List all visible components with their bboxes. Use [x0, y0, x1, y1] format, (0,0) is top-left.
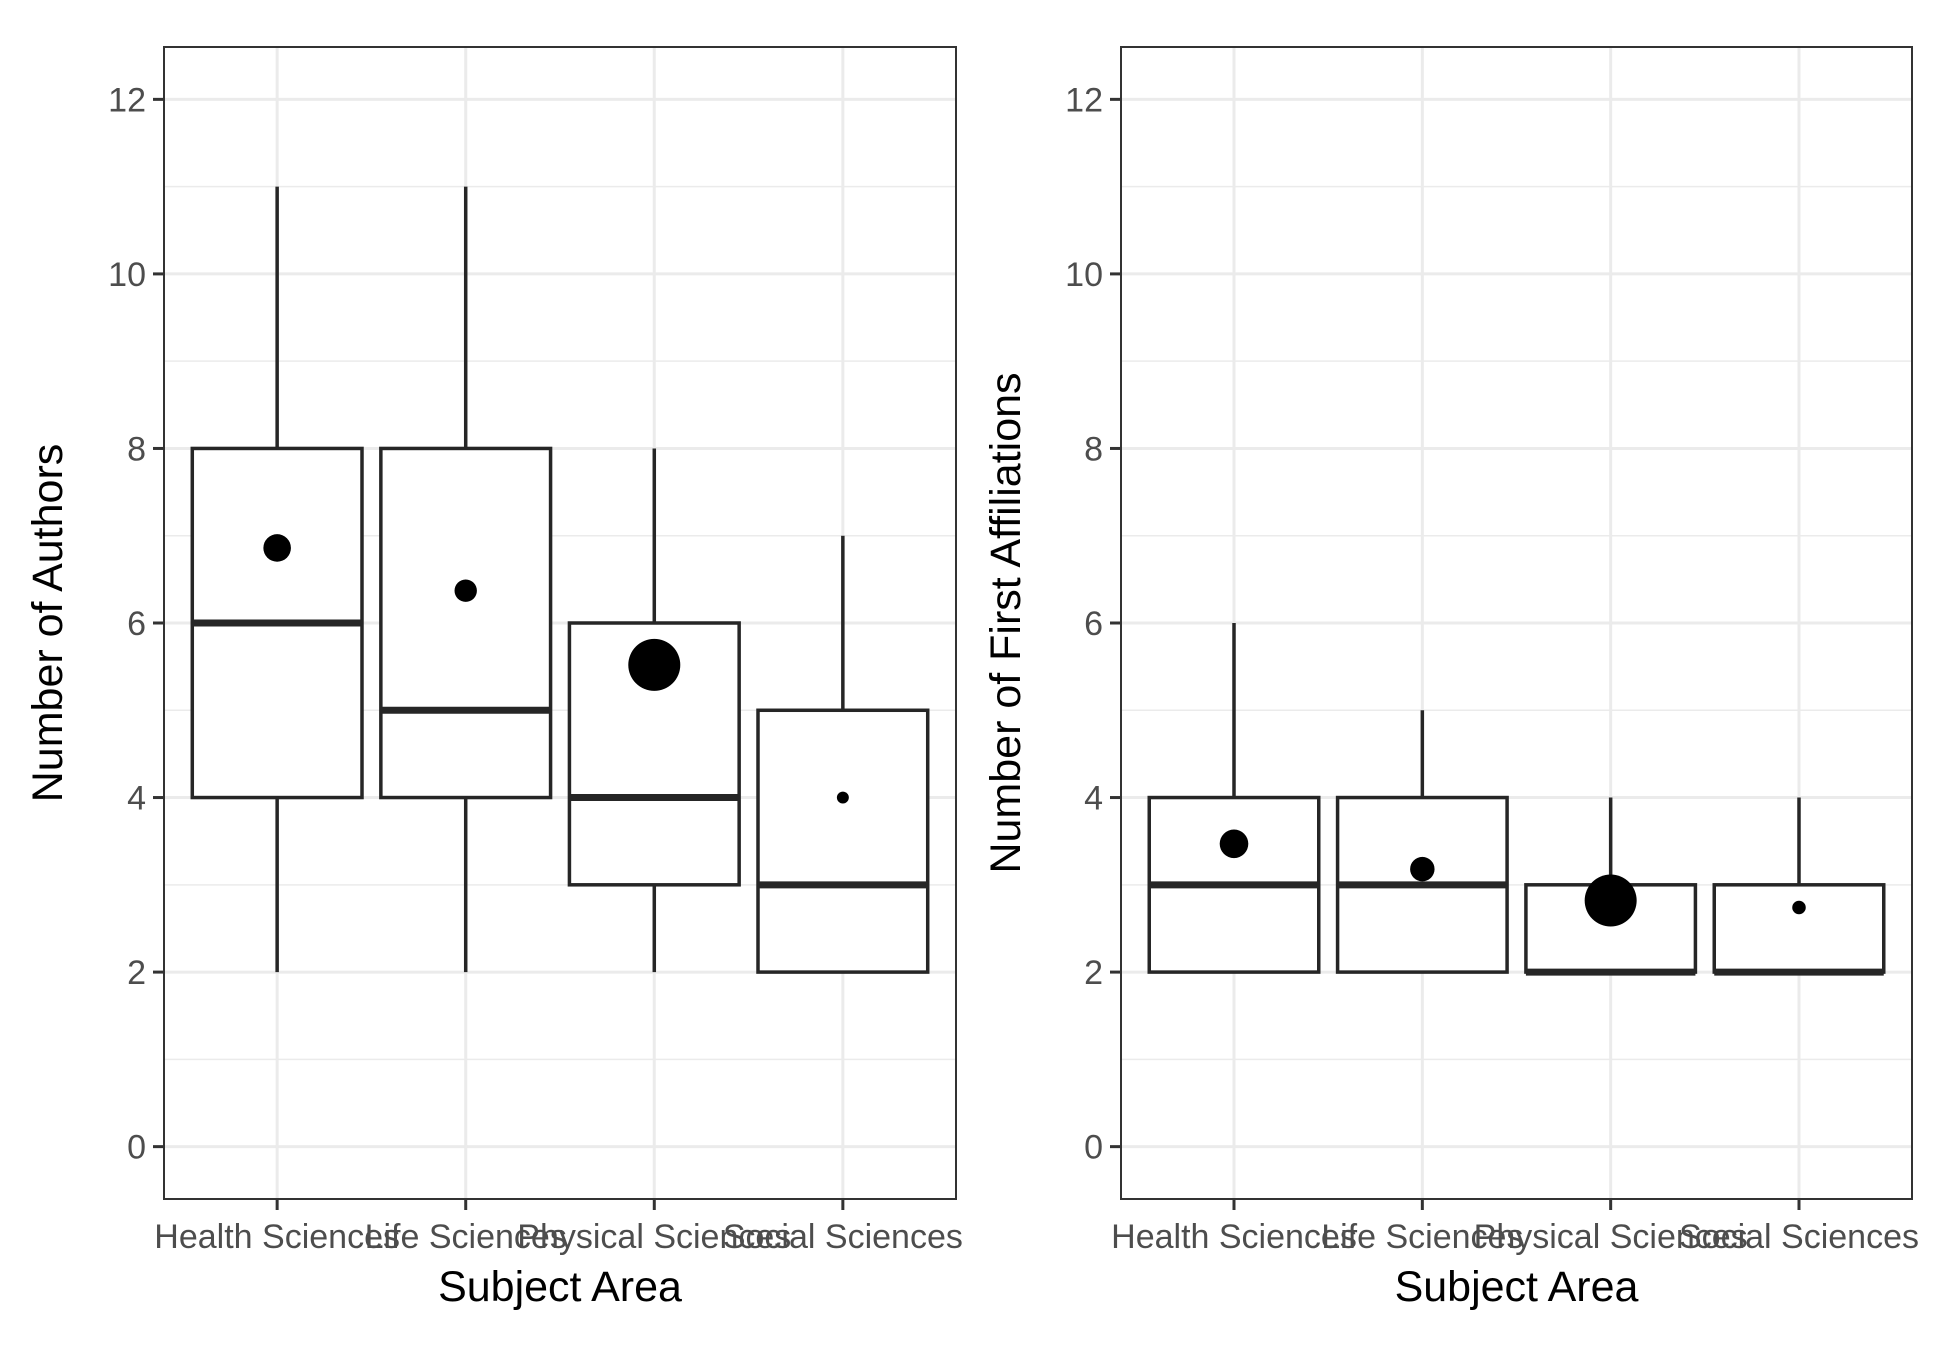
mean-point	[1584, 874, 1637, 927]
y-tick-label: 6	[127, 605, 146, 643]
y-tick-label: 8	[127, 430, 146, 468]
x-tick-label: Social Sciences	[723, 1218, 963, 1256]
mean-point	[1410, 856, 1435, 882]
y-tick-label: 0	[1084, 1129, 1103, 1167]
y-tick-label: 10	[1065, 256, 1103, 294]
y-tick-label: 12	[1065, 81, 1103, 119]
y-tick-label: 10	[108, 256, 146, 294]
y-tick-label: 2	[127, 954, 146, 992]
y-tick-label: 0	[127, 1129, 146, 1167]
y-axis-title: Number of First Affiliations	[982, 372, 1030, 873]
x-axis-title: Subject Area	[1395, 1263, 1639, 1311]
mean-point	[1792, 900, 1806, 915]
x-tick-label: Health Sciences	[154, 1218, 400, 1256]
x-tick-label: Physical Sciences	[1474, 1218, 1748, 1256]
mean-point	[836, 791, 849, 804]
y-tick-label: 6	[1084, 605, 1103, 643]
y-axis-title: Number of Authors	[24, 444, 72, 803]
x-tick-label: Social Sciences	[1679, 1218, 1919, 1256]
y-tick-label: 2	[1084, 954, 1103, 992]
x-tick-label: Life Sciences	[365, 1218, 567, 1256]
x-tick-label: Health Sciences	[1111, 1218, 1357, 1256]
x-tick-label: Physical Sciences	[517, 1218, 791, 1256]
x-axis-title: Subject Area	[438, 1263, 682, 1311]
y-tick-label: 8	[1084, 430, 1103, 468]
x-tick-label: Life Sciences	[1321, 1218, 1523, 1256]
y-tick-label: 4	[127, 780, 146, 818]
box	[379, 446, 553, 800]
y-tick-label: 4	[1084, 780, 1103, 818]
mean-point	[263, 534, 291, 562]
mean-point	[1219, 829, 1249, 859]
y-tick-label: 12	[108, 81, 146, 119]
box	[756, 708, 930, 974]
mean-point	[454, 579, 477, 602]
box	[1712, 883, 1886, 974]
mean-point	[628, 638, 681, 691]
